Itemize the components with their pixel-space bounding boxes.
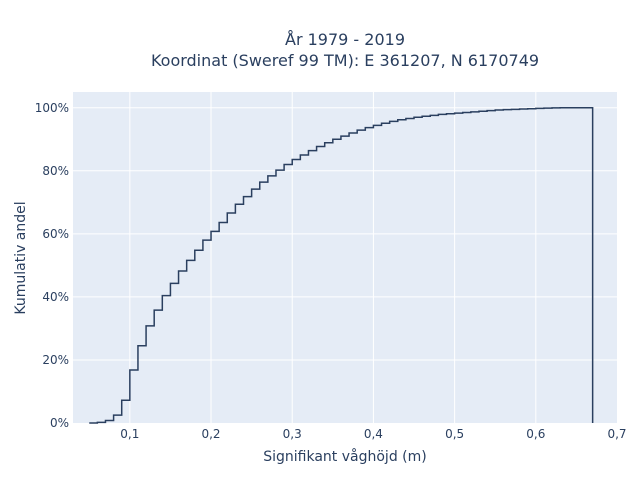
plot-area — [73, 92, 617, 423]
x-tick-label: 0,2 — [201, 427, 220, 441]
x-tick-label: 0,7 — [607, 427, 626, 441]
y-tick-label: 40% — [42, 290, 69, 304]
chart-title-line-2: Koordinat (Sweref 99 TM): E 361207, N 61… — [151, 51, 539, 70]
x-tick-label: 0,6 — [526, 427, 545, 441]
x-gridlines — [129, 92, 537, 423]
x-axis-tick-labels: 0,1 0,2 0,3 0,4 0,5 0,6 0,7 — [120, 427, 626, 441]
chart-title-line-1: År 1979 - 2019 — [285, 30, 405, 49]
x-tick-label: 0,5 — [445, 427, 464, 441]
y-axis-title: Kumulativ andel — [13, 201, 29, 314]
y-gridlines — [73, 107, 617, 361]
x-axis-title: Signifikant våghöjd (m) — [263, 448, 426, 465]
y-tick-label: 80% — [42, 164, 69, 178]
x-tick-label: 0,4 — [364, 427, 383, 441]
y-tick-label: 60% — [42, 227, 69, 241]
x-tick-label: 0,1 — [120, 427, 139, 441]
x-tick-label: 0,3 — [283, 427, 302, 441]
y-axis-tick-labels: 0% 20% 40% 60% 80% 100% — [35, 101, 69, 430]
y-tick-label: 20% — [42, 353, 69, 367]
series-line-cumulative — [89, 107, 594, 424]
y-tick-label: 0% — [50, 416, 69, 430]
y-tick-label: 100% — [35, 101, 69, 115]
